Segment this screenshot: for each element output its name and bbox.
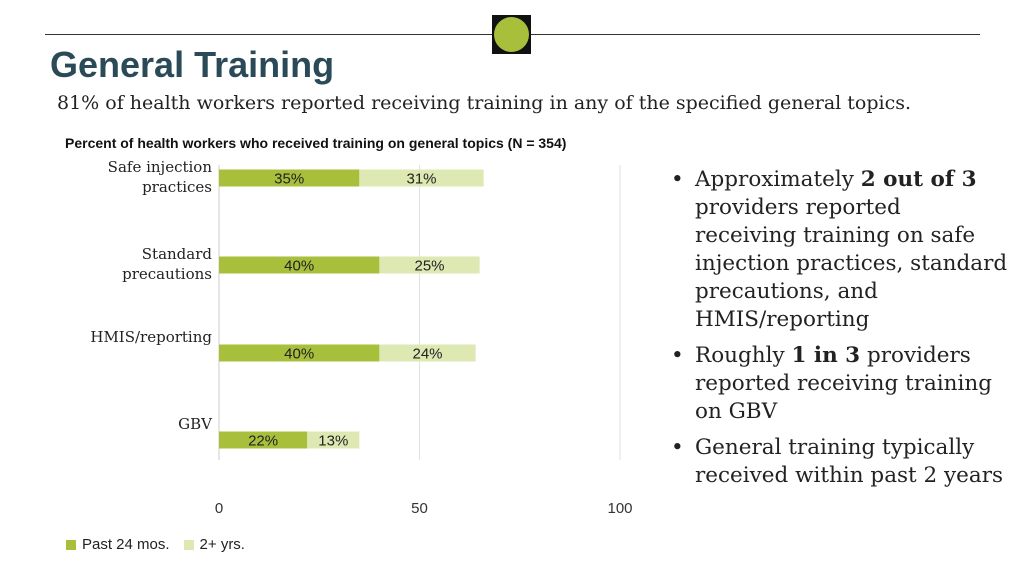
logo-circle-icon bbox=[494, 17, 529, 52]
finding-text: providers reported receiving training on… bbox=[695, 343, 993, 424]
bar-segment bbox=[307, 431, 360, 449]
finding-item: • Approximately 2 out of 3 providers rep… bbox=[668, 166, 1008, 334]
finding-text: General training typically received with… bbox=[695, 435, 1004, 488]
bar-segment bbox=[379, 256, 480, 274]
finding-text: Roughly bbox=[695, 343, 792, 368]
data-label: 22% bbox=[248, 433, 278, 450]
category-label: Safe injection bbox=[108, 158, 213, 176]
category-label: precautions bbox=[122, 265, 212, 283]
bullet-icon: • bbox=[671, 167, 684, 192]
bar-segment bbox=[359, 169, 484, 187]
data-label: 40% bbox=[284, 258, 314, 275]
data-label: 24% bbox=[413, 346, 443, 363]
bullet-icon: • bbox=[671, 435, 684, 460]
x-tick-label: 100 bbox=[607, 500, 632, 517]
data-label: 31% bbox=[406, 171, 436, 188]
legend-label-past-24: Past 24 mos. bbox=[82, 536, 170, 553]
legend-swatch-2plus bbox=[183, 539, 194, 550]
finding-text: Approximately bbox=[695, 167, 861, 192]
data-label: 13% bbox=[318, 433, 348, 450]
bar-segment bbox=[219, 169, 360, 187]
finding-text: providers reported receiving training on… bbox=[695, 195, 1008, 332]
category-label: HMIS/reporting bbox=[90, 328, 212, 346]
category-label: Standard bbox=[142, 245, 213, 263]
category-label: practices bbox=[142, 178, 212, 196]
x-tick-label: 50 bbox=[411, 500, 428, 517]
logo bbox=[492, 15, 531, 54]
category-label: GBV bbox=[178, 415, 213, 433]
data-label: 40% bbox=[284, 346, 314, 363]
bar-segment bbox=[219, 256, 380, 274]
key-findings-list: • Approximately 2 out of 3 providers rep… bbox=[668, 166, 1008, 498]
finding-highlight: 1 in 3 bbox=[791, 343, 861, 368]
finding-highlight: 2 out of 3 bbox=[860, 167, 977, 192]
finding-item: • Roughly 1 in 3 providers reported rece… bbox=[668, 342, 1008, 426]
page-title: General Training bbox=[50, 44, 335, 85]
data-label: 35% bbox=[274, 171, 304, 188]
bar-chart: 0 50 100 Safe injection practices 35% 31% Stand… bbox=[90, 158, 632, 517]
legend-swatch-past-24 bbox=[66, 539, 76, 550]
chart-legend: Past 24 mos. 2+ yrs. bbox=[66, 536, 245, 553]
legend-label-2plus: 2+ yrs. bbox=[199, 536, 245, 553]
legend-item-past-24: Past 24 mos. bbox=[66, 536, 170, 553]
data-label: 25% bbox=[415, 258, 445, 275]
page-subtitle: 81% of health workers reported receiving… bbox=[57, 92, 912, 114]
x-tick-label: 0 bbox=[215, 500, 223, 517]
bar-segment bbox=[379, 344, 476, 362]
finding-item: • General training typically received wi… bbox=[668, 434, 1008, 490]
chart-title: Percent of health workers who received t… bbox=[65, 135, 567, 151]
legend-item-2plus: 2+ yrs. bbox=[183, 536, 245, 553]
bullet-icon: • bbox=[671, 343, 684, 368]
bar-segment bbox=[219, 344, 380, 362]
bar-segment bbox=[219, 431, 308, 449]
